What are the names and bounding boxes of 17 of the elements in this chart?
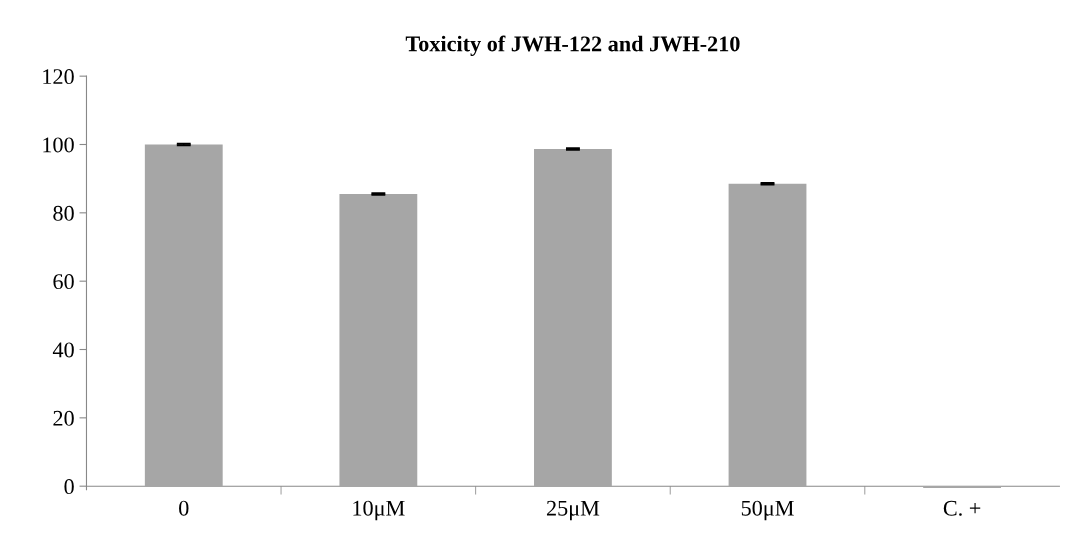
y-tick-label: 60 [53, 274, 74, 290]
y-tick-label: 100 [43, 137, 74, 153]
x-tick-label: 25μM [546, 500, 600, 521]
y-tick-label: 120 [43, 69, 74, 85]
y-tick-label: 20 [53, 410, 74, 426]
bar [534, 148, 612, 487]
bar [728, 183, 807, 487]
bar [339, 194, 418, 487]
x-tick-label: 0 [179, 500, 189, 516]
bar [144, 144, 223, 487]
x-tick-label: 50μM [741, 500, 794, 521]
y-tick-label: 80 [53, 205, 74, 221]
chart-title: Toxicity of JWH-122 and JWH-210 [405, 35, 740, 56]
x-tick-label: 10μM [353, 500, 405, 521]
x-tick-label: C. + [943, 500, 981, 516]
y-tick-label: 40 [52, 342, 74, 358]
y-tick-label: 0 [64, 479, 74, 495]
